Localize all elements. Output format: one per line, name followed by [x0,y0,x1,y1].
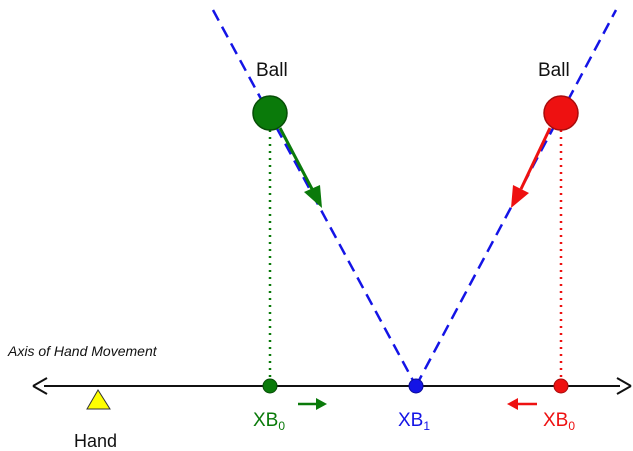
ball-right-label: Ball [538,61,570,80]
blue-xb1-point [409,379,423,393]
green-small-arrow [298,398,327,410]
xb0-left-sub: 0 [278,419,285,433]
ball-left-label: Ball [256,61,288,80]
hand-triangle-icon [87,390,110,409]
green-velocity-arrow [280,128,322,208]
red-xb0-point [554,379,568,393]
xb1-label: XB1 [398,411,430,432]
red-small-arrow [507,398,537,410]
red-ball [544,96,578,130]
axis-label: Axis of Hand Movement [8,344,157,358]
hand-label: Hand [74,432,117,450]
xb1-sub: 1 [423,419,430,433]
xb0-right-label: XB0 [543,411,575,432]
xb0-right-base: XB [543,410,568,431]
green-xb0-point [263,379,277,393]
green-ball [253,96,287,130]
xb0-left-label: XB0 [253,411,285,432]
xb0-left-base: XB [253,410,278,431]
red-velocity-arrow [511,128,550,208]
xb0-right-sub: 0 [568,419,575,433]
xb1-base: XB [398,410,423,431]
